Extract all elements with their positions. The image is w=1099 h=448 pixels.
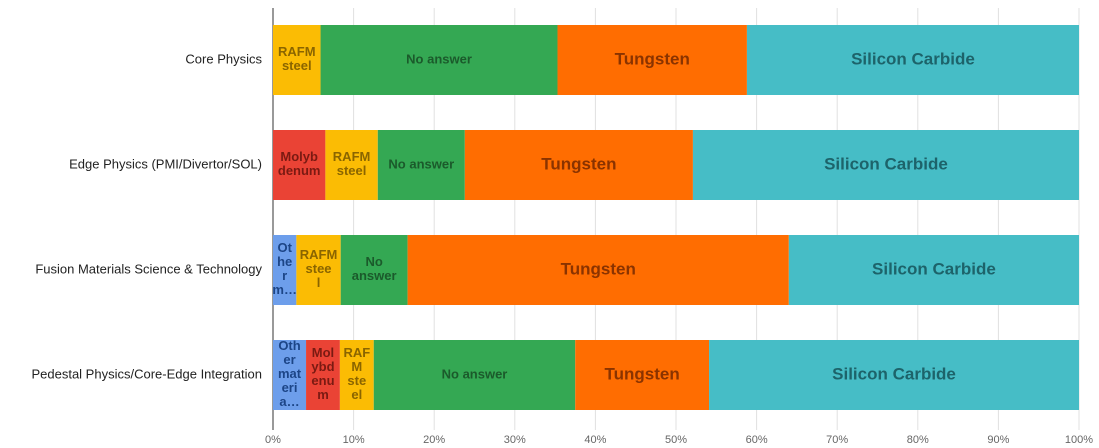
category-label: Fusion Materials Science & Technology bbox=[35, 261, 262, 276]
bar-segment bbox=[296, 235, 341, 305]
bar-segment bbox=[320, 25, 558, 95]
data-label: Tungsten bbox=[605, 364, 680, 383]
x-tick-label: 20% bbox=[423, 434, 445, 446]
data-label: Tungsten bbox=[615, 49, 690, 68]
x-tick-label: 90% bbox=[987, 434, 1009, 446]
bar-segment bbox=[557, 25, 747, 95]
x-tick-label: 60% bbox=[746, 434, 768, 446]
bar-segment bbox=[339, 340, 374, 410]
x-tick-label: 50% bbox=[665, 434, 687, 446]
bar-segment bbox=[273, 235, 297, 305]
data-label: Silicon Carbide bbox=[872, 259, 996, 278]
category-label: Edge Physics (PMI/Divertor/SOL) bbox=[69, 156, 262, 171]
data-label: No answer bbox=[352, 254, 397, 283]
x-tick-label: 30% bbox=[504, 434, 526, 446]
bar-segment bbox=[273, 25, 321, 95]
data-label: Ot he r m… bbox=[272, 240, 297, 297]
data-label: Tungsten bbox=[561, 259, 636, 278]
bar-segment bbox=[273, 130, 326, 200]
data-label: Silicon Carbide bbox=[824, 154, 948, 173]
data-label: Oth er mat eri a… bbox=[278, 338, 302, 409]
bar-segment bbox=[788, 235, 1079, 305]
bar-segment bbox=[746, 25, 1079, 95]
x-tick-label: 100% bbox=[1065, 434, 1093, 446]
data-label: Silicon Carbide bbox=[832, 364, 956, 383]
data-label: Tungsten bbox=[541, 154, 616, 173]
x-tick-label: 0% bbox=[265, 434, 281, 446]
bar-segment bbox=[709, 340, 1079, 410]
bar-segment bbox=[325, 130, 378, 200]
bar-segment bbox=[575, 340, 710, 410]
data-label: No answer bbox=[442, 366, 508, 381]
category-label: Pedestal Physics/Core-Edge Integration bbox=[31, 366, 262, 381]
bar-segment bbox=[306, 340, 340, 410]
bar-segment bbox=[464, 130, 693, 200]
bar-segment bbox=[692, 130, 1079, 200]
bar-segment bbox=[340, 235, 408, 305]
bar-segment bbox=[407, 235, 789, 305]
data-label: Silicon Carbide bbox=[851, 49, 975, 68]
bar-segment bbox=[377, 130, 465, 200]
x-tick-label: 70% bbox=[826, 434, 848, 446]
category-label: Core Physics bbox=[185, 51, 262, 66]
x-tick-label: 80% bbox=[907, 434, 929, 446]
bar-segment bbox=[273, 340, 307, 410]
x-tick-label: 10% bbox=[343, 434, 365, 446]
data-label: No answer bbox=[388, 156, 454, 171]
bar-segment bbox=[373, 340, 576, 410]
data-label: No answer bbox=[406, 51, 472, 66]
x-tick-label: 40% bbox=[584, 434, 606, 446]
